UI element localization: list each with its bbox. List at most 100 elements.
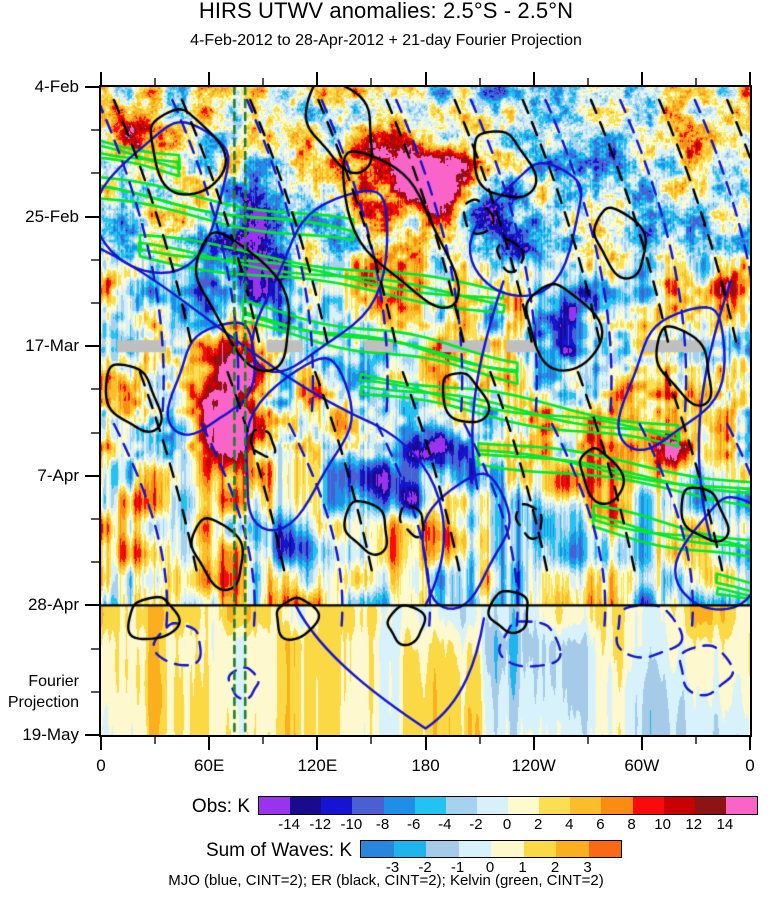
y-tick-label: 4-Feb: [34, 77, 79, 96]
colorbar-swatch: [725, 797, 757, 814]
x-minor-tick: [370, 737, 373, 744]
colorbar-swatch: [663, 797, 695, 814]
y-minor-tick: [91, 129, 99, 132]
colorbar-tick-label: 8: [627, 816, 636, 833]
colorbar-swatch: [508, 797, 540, 814]
x-minor-tick-top: [478, 78, 481, 85]
y-major-tick: [85, 215, 99, 218]
colorbar-swatch: [414, 797, 446, 814]
colorbar-tick-label: -10: [340, 816, 363, 833]
colorbar-swatch: [588, 841, 621, 857]
colorbar-tick-label: -12: [309, 816, 332, 833]
y-tick-label: 28-Apr: [27, 595, 79, 615]
y-major-tick: [85, 604, 99, 607]
colorbar-tick-label: -4: [438, 816, 452, 833]
colorbar-swatch: [601, 797, 633, 814]
colorbar-tick-label: 2: [533, 816, 543, 833]
y-major-tick: [85, 734, 99, 736]
x-major-tick: [640, 737, 643, 750]
y-tick-label: 17-Mar: [25, 336, 79, 356]
y-minor-tick: [91, 561, 99, 564]
colorbar-tick-label: -2: [418, 859, 432, 876]
colorbar-tick-label: -2: [469, 816, 483, 833]
page-title: HIRS UTWV anomalies: 2.5°S - 2.5°N: [198, 0, 574, 23]
obs-colorbar-bar: [258, 796, 758, 815]
colorbar-swatch: [491, 841, 524, 857]
colorbar-swatch: [458, 841, 491, 857]
y-tick-label: 25-Feb: [25, 206, 79, 226]
y-tick-label: 19-May: [22, 725, 79, 744]
colorbar-tick-label: -8: [375, 816, 390, 833]
colorbar-swatch: [556, 841, 589, 857]
x-major-tick: [316, 737, 319, 750]
colorbar-swatch: [383, 797, 415, 814]
colorbar-swatch: [321, 797, 353, 814]
colorbar-swatch: [694, 797, 726, 814]
waves-colorbar-title: Sum of Waves: K: [205, 840, 352, 861]
colorbar-swatch: [445, 797, 477, 814]
y-minor-tick: [91, 518, 99, 520]
fourier-projection-note-line: Projection: [7, 693, 79, 711]
x-minor-tick-top: [370, 78, 373, 85]
y-minor-tick: [91, 172, 99, 175]
colorbar-swatch: [352, 797, 384, 814]
obs-colorbar-title: Obs: K: [191, 796, 250, 817]
plot-canvas-wrap: [101, 87, 750, 735]
x-tick-label: 120W: [511, 756, 556, 775]
x-minor-tick: [154, 737, 157, 744]
y-major-tick: [85, 345, 99, 348]
colorbar-swatch: [361, 841, 394, 857]
x-major-tick-top: [532, 72, 535, 85]
page-subtitle: 4-Feb-2012 to 28-Apr-2012 + 21-day Fouri…: [190, 32, 582, 49]
x-minor-tick: [694, 737, 697, 744]
colorbar-tick-label: -1: [450, 859, 465, 876]
colorbar-swatch: [426, 841, 459, 857]
y-minor-tick: [91, 258, 99, 261]
colorbar-tick-label: 2: [550, 859, 560, 876]
y-major-tick: [85, 86, 99, 88]
x-major-tick-top: [316, 72, 319, 85]
colorbar-tick-label: 12: [685, 816, 703, 833]
colorbar-swatch: [570, 797, 602, 814]
anomaly-field-canvas: [101, 87, 750, 735]
x-minor-tick: [478, 737, 481, 744]
y-minor-tick: [91, 690, 99, 693]
x-minor-tick: [262, 737, 265, 744]
waves-colorbar-bar: [360, 840, 622, 858]
x-major-tick: [749, 737, 751, 750]
x-major-tick: [532, 737, 535, 750]
x-major-tick-top: [640, 72, 643, 85]
y-minor-tick: [91, 647, 99, 650]
x-tick-label: 0: [96, 756, 106, 775]
x-major-tick-top: [749, 72, 751, 85]
x-minor-tick-top: [154, 78, 157, 85]
x-tick-label: 60E: [194, 756, 225, 775]
x-major-tick-top: [208, 72, 211, 85]
y-minor-tick: [91, 302, 99, 304]
y-tick-label: 7-Apr: [37, 465, 79, 485]
colorbar-tick-label: -6: [406, 816, 421, 833]
colorbar-swatch: [290, 797, 322, 814]
x-tick-label: 180: [411, 756, 440, 775]
y-major-tick: [85, 474, 99, 477]
colorbar-tick-label: 6: [596, 816, 605, 833]
x-minor-tick-top: [694, 78, 697, 85]
contour-legend-caption: MJO (blue, CINT=2); ER (black, CINT=2); …: [168, 872, 604, 889]
y-minor-tick: [91, 431, 99, 434]
waves-colorbar: Sum of Waves: K -3 -2 -1 0 1 2 3: [0, 840, 772, 886]
colorbar-tick-label: 0: [485, 859, 495, 876]
x-major-tick-top: [100, 72, 102, 85]
colorbar-swatch: [259, 797, 291, 814]
colorbar-tick-label: 10: [654, 816, 671, 833]
y-minor-tick: [91, 388, 99, 391]
colorbar-tick-label: -14: [278, 816, 300, 833]
colorbar-tick-label: 1: [518, 859, 527, 876]
x-tick-label: 120E: [297, 756, 338, 775]
hovmoller-plot: [99, 85, 752, 737]
x-minor-tick-top: [586, 78, 589, 85]
colorbar-tick-label: 3: [583, 859, 592, 876]
x-major-tick: [100, 737, 102, 750]
colorbar-tick-label: 0: [502, 816, 512, 833]
x-tick-label: 60W: [624, 756, 660, 775]
colorbar-swatch: [393, 841, 426, 857]
